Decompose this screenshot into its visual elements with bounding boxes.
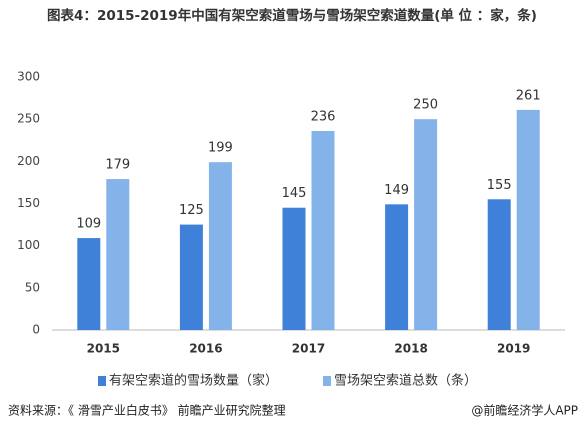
x-tick-label: 2016 [189, 342, 222, 356]
bar [179, 224, 203, 330]
bar [106, 179, 130, 330]
data-label: 261 [516, 88, 541, 103]
bar [487, 199, 511, 330]
y-tick-label: 150 [17, 196, 40, 210]
legend-swatch [323, 376, 331, 386]
y-tick-label: 50 [25, 280, 40, 294]
bar [77, 238, 101, 330]
bar [414, 119, 438, 331]
data-label: 149 [384, 183, 409, 198]
y-tick-label: 100 [17, 238, 40, 252]
legend-label: 有架空索道的雪场数量（家） [109, 373, 278, 389]
y-tick-label: 300 [17, 70, 40, 84]
data-label: 199 [208, 141, 233, 156]
x-tick-label: 2019 [497, 342, 530, 356]
data-label: 236 [311, 109, 336, 124]
bar [208, 162, 232, 330]
chart-title: 图表4：2015-2019年中国有架空索道雪场与雪场架空索道数量(单 位 ：家，… [47, 8, 537, 24]
bar [385, 204, 409, 330]
legend-swatch [98, 376, 106, 386]
data-label: 155 [487, 178, 512, 193]
source-note: 资料来源：《 滑雪产业白皮书》 前瞻产业研究院整理 [8, 403, 286, 418]
data-label: 250 [413, 98, 438, 113]
data-label: 125 [179, 203, 204, 218]
credit: @前瞻经济学人APP [471, 403, 578, 418]
y-tick-label: 200 [17, 154, 40, 168]
x-tick-label: 2017 [292, 342, 325, 356]
y-tick-label: 250 [17, 112, 40, 126]
bar [516, 109, 540, 330]
bar [311, 130, 335, 330]
bar [282, 207, 306, 330]
legend-label: 雪场架空索道总数（条） [334, 373, 477, 389]
x-tick-label: 2018 [394, 342, 427, 356]
y-tick-label: 0 [32, 323, 40, 337]
data-label: 109 [76, 217, 101, 232]
x-tick-label: 2015 [87, 342, 120, 356]
data-label: 179 [105, 158, 130, 173]
data-label: 145 [282, 186, 307, 201]
